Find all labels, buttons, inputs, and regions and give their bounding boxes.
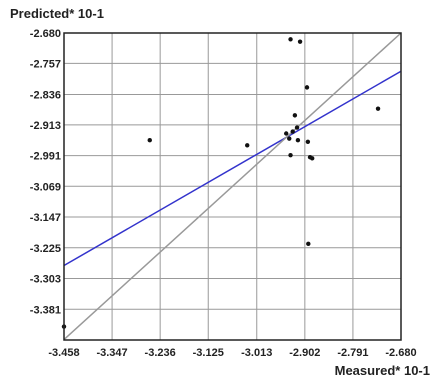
x-tick-label-7: -2.680 — [385, 347, 416, 359]
data-point-12 — [245, 143, 250, 148]
data-point-13 — [288, 152, 293, 158]
y-tick-label-5: -3.069 — [30, 181, 61, 193]
x-tick-label-2: -3.236 — [145, 347, 176, 359]
data-point-6 — [290, 129, 295, 134]
trend-lines — [63, 32, 402, 341]
x-tick-label-0: -3.458 — [48, 347, 79, 359]
x-tick-label-6: -2.791 — [337, 347, 368, 359]
x-axis-title: Measured* 10-1 — [335, 363, 430, 378]
data-point-8 — [287, 136, 292, 141]
plot-frame — [63, 32, 402, 341]
y-tick-label-8: -3.303 — [30, 274, 61, 286]
data-point-3 — [375, 106, 381, 111]
x-tick-labels: -3.458 -3.347 -3.236 -3.125 -3.013 -2.902 -2.7… — [48, 347, 416, 359]
x-tick-label-4: -3.013 — [241, 347, 272, 359]
y-tick-label-3: -2.913 — [30, 120, 61, 132]
y-axis-title: Predicted* 10-1 — [10, 6, 104, 21]
y-tick-label-4: -2.991 — [30, 151, 61, 163]
data-point-0 — [288, 37, 293, 42]
y-tick-label-7: -3.225 — [30, 243, 61, 255]
y-tick-labels: -2.680 -2.757 -2.836 -2.913 -2.991 -3.069 -3.1… — [30, 28, 61, 316]
x-tick-label-1: -3.347 — [96, 347, 127, 359]
data-point-2 — [304, 85, 310, 90]
data-point-11 — [147, 137, 152, 143]
data-point-1 — [297, 39, 303, 44]
x-tick-label-5: -2.902 — [289, 347, 320, 359]
y-tick-label-9: -3.381 — [30, 304, 61, 316]
x-tick-label-3: -3.125 — [193, 347, 224, 359]
data-point-4 — [292, 113, 298, 118]
regression-line — [63, 70, 402, 267]
y-tick-label-2: -2.836 — [30, 89, 61, 101]
y-tick-label-0: -2.680 — [30, 28, 61, 40]
identity-line — [63, 32, 402, 341]
data-point-15 — [310, 156, 315, 161]
y-tick-label-6: -3.147 — [30, 212, 61, 224]
data-point-16 — [306, 241, 311, 247]
data-point-5 — [294, 125, 300, 130]
data-point-9 — [295, 137, 301, 143]
data-point-7 — [284, 131, 289, 136]
data-point-10 — [305, 139, 311, 144]
y-tick-label-1: -2.757 — [30, 58, 61, 70]
data-points — [61, 37, 381, 329]
